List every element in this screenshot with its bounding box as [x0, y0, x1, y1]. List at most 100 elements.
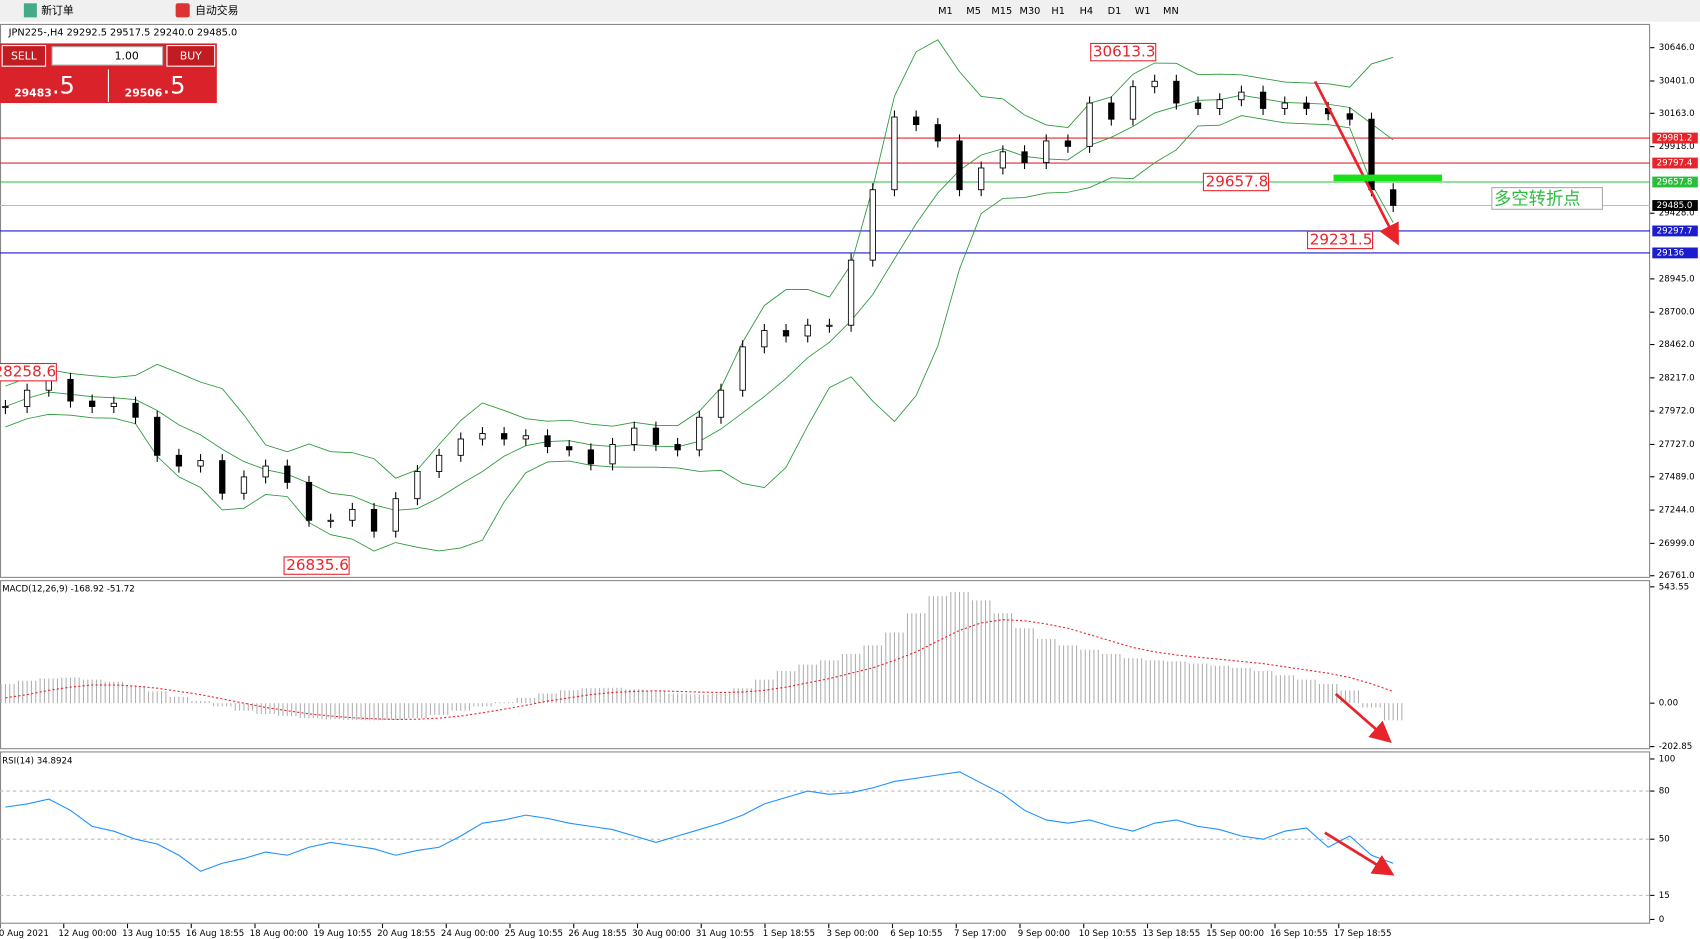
candle — [262, 465, 269, 478]
candle — [631, 427, 638, 445]
x-tick-label: 13 Aug 10:55 — [122, 929, 180, 939]
buy-label[interactable]: BUY — [180, 49, 202, 62]
price-annotation-box — [1306, 230, 1374, 250]
y-tick-label: 29918.0 — [1659, 142, 1695, 152]
level-tag — [1652, 225, 1698, 237]
macd-signal — [5, 619, 1394, 720]
candle — [1173, 80, 1180, 104]
price-annotation-box — [1202, 172, 1270, 192]
turning-point-note: 多空转折点 — [1494, 190, 1581, 210]
timeframe-button[interactable]: M5 — [966, 6, 981, 17]
lots-input[interactable] — [51, 46, 164, 66]
y-tick-label: 27489.0 — [1659, 472, 1695, 482]
candle — [891, 116, 898, 191]
candle — [609, 444, 616, 465]
candle — [1303, 102, 1310, 109]
timeframe-button[interactable]: M1 — [938, 6, 953, 17]
candle — [999, 151, 1007, 169]
level-tag — [1652, 200, 1698, 211]
y-tick-label: 0.00 — [1659, 699, 1678, 709]
candle — [110, 402, 117, 407]
sell-price-frac[interactable]: .5 — [52, 71, 75, 99]
candle — [1021, 151, 1028, 163]
y-tick-label: 15 — [1659, 891, 1670, 901]
timeframe-button[interactable]: M30 — [1020, 6, 1041, 17]
sell-button[interactable] — [1, 45, 47, 67]
candle — [219, 460, 226, 494]
level-tag — [1652, 132, 1698, 144]
candle — [132, 402, 139, 418]
candle — [956, 140, 963, 191]
candle — [67, 378, 74, 402]
y-tick-label: 30646.0 — [1659, 43, 1695, 53]
trend-arrow — [1313, 80, 1399, 246]
auto-trading-button[interactable]: 自动交易 — [195, 3, 238, 17]
buy-price[interactable]: 29506 — [125, 86, 163, 99]
candle — [1129, 86, 1137, 120]
timeframe-button[interactable]: H4 — [1080, 6, 1094, 17]
y-tick-label: 30401.0 — [1659, 76, 1695, 86]
y-tick-label: 28217.0 — [1659, 373, 1695, 383]
buy-price-frac[interactable]: .5 — [163, 71, 186, 99]
candle — [1238, 91, 1245, 101]
candle — [674, 444, 681, 451]
timeframe-button[interactable]: MN — [1163, 6, 1179, 17]
y-tick-label: 28945.0 — [1659, 274, 1695, 284]
candle — [392, 498, 399, 532]
note-box — [1491, 187, 1603, 210]
candle — [1151, 80, 1158, 88]
x-tick-label: 10 Sep 10:55 — [1079, 929, 1137, 939]
candle — [414, 471, 421, 500]
new-order-icon[interactable] — [23, 3, 37, 18]
candle — [1064, 140, 1072, 147]
y-tick-label: 543.55 — [1659, 582, 1689, 592]
price-annotation-box — [0, 362, 57, 382]
y-tick-label: 27972.0 — [1659, 407, 1695, 417]
level-label: 29981.2 — [1657, 134, 1693, 144]
y-tick-label: 28700.0 — [1659, 308, 1695, 318]
price-annotation: 30613.3 — [1093, 43, 1156, 61]
auto-trading-icon[interactable] — [175, 3, 190, 18]
candle — [847, 259, 855, 326]
buy-button[interactable] — [166, 45, 216, 67]
x-tick-label: 25 Aug 10:55 — [505, 929, 563, 939]
new-order-button[interactable]: 新订单 — [41, 3, 74, 17]
y-tick-label: 26999.0 — [1659, 539, 1695, 549]
x-tick-label: 30 Aug 00:00 — [632, 929, 690, 939]
candle — [1216, 99, 1223, 109]
candle — [522, 435, 529, 440]
x-tick-label: 9 Sep 00:00 — [1018, 929, 1070, 939]
candle — [978, 167, 985, 191]
price-annotation: 26835.6 — [286, 556, 349, 574]
timeframe-button[interactable]: M15 — [991, 6, 1012, 17]
candle — [566, 446, 573, 451]
candle — [1259, 91, 1267, 109]
y-tick-label: 27244.0 — [1659, 506, 1695, 516]
candle — [457, 438, 464, 456]
macd-title: MACD(12,26,9) -168.92 -51.72 — [2, 584, 135, 594]
candle — [1390, 189, 1397, 206]
timeframe-button[interactable]: W1 — [1135, 6, 1151, 17]
turning-zone — [1333, 174, 1442, 182]
candle — [869, 189, 876, 261]
timeframe-button[interactable]: H1 — [1051, 6, 1065, 17]
price-annotation-box — [283, 556, 350, 575]
sell-label[interactable]: SELL — [11, 49, 37, 62]
y-tick-label: 80 — [1659, 787, 1670, 797]
sell-price[interactable]: 29483 — [14, 86, 52, 99]
candle — [739, 346, 746, 391]
toolbar — [0, 0, 1700, 22]
macd-arrow — [1334, 692, 1392, 744]
lots-value[interactable]: 1.00 — [115, 49, 139, 62]
candle — [1086, 102, 1093, 147]
y-tick-label: 27727.0 — [1659, 440, 1695, 450]
candle — [327, 519, 334, 522]
x-tick-label: 18 Aug 00:00 — [250, 929, 308, 939]
timeframe-button[interactable]: D1 — [1108, 6, 1122, 17]
rsi-line — [5, 771, 1394, 872]
x-tick-label: 15 Sep 00:00 — [1206, 929, 1264, 939]
candle — [717, 389, 725, 418]
level-tag — [1652, 247, 1698, 259]
x-tick-label: 20 Aug 18:55 — [377, 929, 435, 939]
